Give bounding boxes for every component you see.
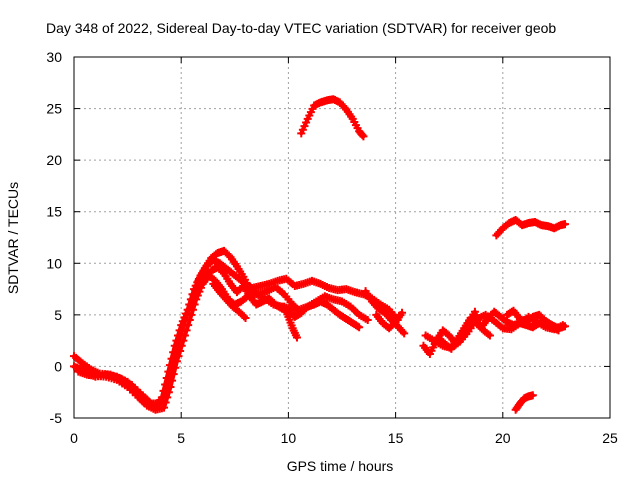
data-point-marker xyxy=(398,308,407,317)
y-tick-label: 25 xyxy=(46,101,62,117)
data-point-marker xyxy=(189,296,198,305)
data-point-marker xyxy=(218,268,227,277)
x-axis-title: GPS time / hours xyxy=(287,458,394,474)
data-point-marker xyxy=(558,321,567,330)
axis-ticks xyxy=(73,56,611,419)
y-tick-label: -5 xyxy=(50,410,63,426)
data-point-marker xyxy=(292,333,301,342)
data-point-marker xyxy=(187,300,196,309)
data-point-marker xyxy=(169,370,178,379)
y-tick-label: 10 xyxy=(46,255,62,271)
data-point-marker xyxy=(470,307,479,316)
data-point-marker xyxy=(485,331,494,340)
series-track-m xyxy=(297,95,368,141)
data-point-marker xyxy=(179,336,188,345)
data-point-marker xyxy=(560,220,569,229)
data-point-marker xyxy=(160,403,169,412)
grid-lines xyxy=(74,57,610,418)
y-tick-label: 15 xyxy=(46,204,62,220)
data-point-marker xyxy=(484,330,493,339)
data-point-marker xyxy=(185,316,194,325)
data-point-marker xyxy=(353,322,362,331)
data-point-marker xyxy=(400,329,409,338)
data-marks xyxy=(70,95,569,414)
series-track-o xyxy=(511,391,537,414)
x-tick-labels: 0 5 10 15 20 25 xyxy=(70,430,618,446)
data-point-marker xyxy=(166,383,175,392)
series-track-n xyxy=(492,215,569,240)
data-point-marker xyxy=(177,341,186,350)
data-point-marker xyxy=(192,288,201,297)
data-point-marker xyxy=(172,357,181,366)
data-point-marker xyxy=(359,132,368,141)
data-point-marker xyxy=(554,326,563,335)
series-track-h xyxy=(372,308,407,333)
data-point-marker xyxy=(355,323,364,332)
x-tick-label: 20 xyxy=(495,430,511,446)
data-point-marker xyxy=(187,310,196,319)
x-tick-label: 0 xyxy=(70,430,78,446)
data-point-marker xyxy=(241,313,250,322)
data-point-marker xyxy=(176,346,185,355)
data-point-marker xyxy=(363,316,372,325)
data-point-marker xyxy=(180,331,189,340)
y-axis-title: SDTVAR / TECUs xyxy=(5,182,21,294)
data-point-marker xyxy=(171,363,180,372)
data-point-marker xyxy=(174,352,183,361)
series-track-i xyxy=(419,307,569,359)
x-tick-label: 5 xyxy=(177,430,185,446)
data-point-marker xyxy=(164,388,173,397)
plot-frame xyxy=(73,56,611,419)
series-track-a xyxy=(70,256,402,412)
data-point-marker xyxy=(188,305,197,314)
x-tick-label: 15 xyxy=(388,430,404,446)
series-track-l xyxy=(503,306,563,335)
series-track-f xyxy=(280,302,301,342)
chart-title: Day 348 of 2022, Sidereal Day-to-day VTE… xyxy=(46,20,556,36)
data-point-marker xyxy=(239,312,248,321)
y-tick-label: 30 xyxy=(46,49,62,65)
data-point-marker xyxy=(161,398,170,407)
y-tick-labels: -5 0 5 10 15 20 25 30 xyxy=(46,49,62,426)
x-tick-label: 25 xyxy=(602,430,618,446)
series-track-g xyxy=(361,287,409,338)
series-track-e xyxy=(209,279,250,322)
data-point-marker xyxy=(163,393,172,402)
data-point-marker xyxy=(358,131,367,140)
y-tick-label: 0 xyxy=(54,358,62,374)
data-point-marker xyxy=(191,292,200,301)
data-point-marker xyxy=(182,326,191,335)
data-point-marker xyxy=(184,321,193,330)
y-tick-label: 5 xyxy=(54,307,62,323)
x-tick-label: 10 xyxy=(281,430,297,446)
y-tick-label: 20 xyxy=(46,152,62,168)
series-track-k xyxy=(434,313,494,353)
data-point-marker xyxy=(168,376,177,385)
data-point-marker xyxy=(528,391,537,400)
